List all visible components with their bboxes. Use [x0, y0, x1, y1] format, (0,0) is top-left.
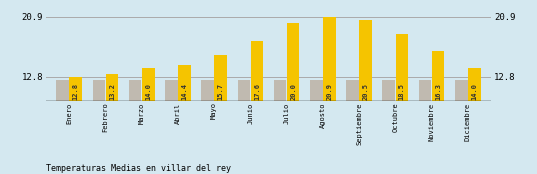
Bar [396, 34, 408, 101]
Bar [251, 41, 263, 101]
Text: 14.0: 14.0 [471, 83, 477, 100]
Bar [69, 77, 82, 101]
Bar [129, 80, 141, 101]
Text: 20.5: 20.5 [362, 83, 368, 100]
Bar [56, 80, 69, 101]
Bar [419, 80, 431, 101]
Bar [106, 74, 118, 101]
Text: 16.3: 16.3 [435, 83, 441, 100]
Text: 20.0: 20.0 [290, 83, 296, 100]
Bar [310, 80, 323, 101]
Text: 15.7: 15.7 [217, 83, 224, 100]
Text: 13.2: 13.2 [109, 83, 115, 100]
Text: 20.9: 20.9 [326, 83, 332, 100]
Text: 14.0: 14.0 [145, 83, 151, 100]
Bar [346, 80, 359, 101]
Bar [382, 80, 395, 101]
Text: 18.5: 18.5 [399, 83, 405, 100]
Bar [468, 68, 481, 101]
Bar [92, 80, 105, 101]
Text: 14.4: 14.4 [182, 83, 187, 100]
Bar [214, 55, 227, 101]
Bar [165, 80, 178, 101]
Bar [323, 17, 336, 101]
Bar [455, 80, 468, 101]
Bar [274, 80, 286, 101]
Bar [237, 80, 250, 101]
Bar [178, 65, 191, 101]
Text: 17.6: 17.6 [254, 83, 260, 100]
Bar [287, 23, 300, 101]
Bar [142, 68, 155, 101]
Text: Temperaturas Medias en villar del rey: Temperaturas Medias en villar del rey [46, 164, 231, 173]
Bar [432, 51, 445, 101]
Text: 12.8: 12.8 [72, 83, 79, 100]
Bar [201, 80, 214, 101]
Bar [359, 19, 372, 101]
